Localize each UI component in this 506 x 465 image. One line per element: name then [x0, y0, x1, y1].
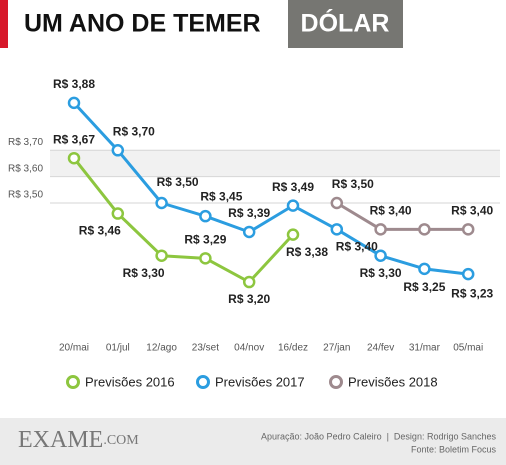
data-point [155, 196, 168, 210]
y-tick-label: R$ 3,60 [8, 163, 43, 174]
legend-label: Previsões 2018 [348, 374, 438, 389]
data-point [286, 199, 300, 212]
data-point [67, 96, 81, 110]
brand-suffix: .COM [103, 433, 139, 448]
series-line [336, 201, 469, 231]
data-point [199, 252, 212, 265]
data-label: R$ 3,40 [370, 204, 412, 218]
brand: EXAME.COM [18, 427, 139, 453]
data-point [330, 196, 344, 210]
x-tick-label: 20/mai [59, 343, 89, 354]
legend-label: Previsões 2017 [215, 374, 305, 389]
data-point [111, 144, 125, 157]
data-point [374, 223, 387, 236]
data-label: R$ 3,40 [336, 240, 378, 254]
data-point [286, 228, 300, 241]
x-tick-label: 23/set [192, 343, 219, 354]
source: Fonte: Boletim Focus [411, 444, 497, 454]
data-point [155, 249, 168, 262]
chart-title: UM ANO DE TEMER [24, 10, 261, 38]
data-label: R$ 3,25 [403, 280, 445, 294]
legend-marker [66, 375, 80, 389]
legend-label: Previsões 2016 [85, 374, 175, 389]
data-label: R$ 3,30 [123, 266, 165, 280]
x-tick-label: 24/fev [367, 343, 394, 354]
y-tick-label: R$ 3,70 [8, 137, 43, 148]
x-tick-label: 04/nov [234, 343, 264, 354]
data-point [330, 223, 344, 236]
y-tick-label: R$ 3,50 [8, 190, 43, 201]
data-label: R$ 3,46 [79, 224, 121, 238]
data-label: R$ 3,39 [228, 206, 270, 220]
data-point [242, 225, 256, 239]
data-point [242, 275, 256, 289]
data-label: R$ 3,88 [53, 77, 95, 91]
data-point [111, 207, 125, 220]
x-tick-label: 27/jan [323, 343, 350, 354]
data-point [199, 209, 212, 223]
data-label: R$ 3,70 [113, 124, 155, 138]
data-label: R$ 3,20 [228, 292, 270, 306]
data-label: R$ 3,50 [157, 175, 199, 189]
data-point [461, 267, 475, 281]
x-tick-label: 12/ago [146, 343, 177, 354]
data-label: R$ 3,29 [184, 232, 226, 246]
series-line [72, 101, 469, 276]
footer [0, 418, 506, 465]
data-label: R$ 3,45 [200, 189, 242, 203]
plot-band [50, 150, 500, 177]
data-point [418, 223, 431, 236]
data-point [461, 223, 475, 236]
x-tick-label: 05/mai [453, 343, 483, 354]
header-accent [0, 0, 8, 48]
data-point [374, 249, 387, 262]
chart-subtitle: DÓLAR [301, 8, 390, 38]
data-label: R$ 3,50 [332, 177, 374, 191]
series-line [72, 157, 295, 284]
data-label: R$ 3,67 [53, 132, 95, 146]
data-point [418, 262, 431, 276]
data-point [67, 151, 81, 165]
data-label: R$ 3,30 [360, 266, 402, 280]
legend-marker [329, 375, 343, 389]
data-label: R$ 3,49 [272, 180, 314, 194]
credits: Apuração: João Pedro Caleiro | Design: R… [261, 431, 496, 441]
subtitle-box [288, 0, 403, 48]
brand-main: EXAME [18, 427, 103, 453]
data-label: R$ 3,23 [451, 286, 493, 300]
x-tick-label: 01/jul [106, 343, 130, 354]
x-tick-label: 31/mar [409, 343, 441, 354]
data-label: R$ 3,38 [286, 245, 328, 259]
x-tick-label: 16/dez [278, 343, 308, 354]
legend-marker [196, 375, 210, 389]
data-label: R$ 3,40 [451, 204, 493, 218]
